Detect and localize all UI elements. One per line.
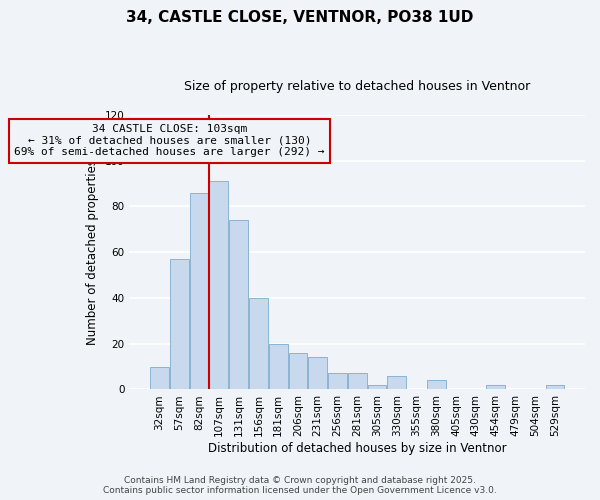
Bar — [545, 385, 564, 390]
Bar — [289, 353, 307, 390]
Title: Size of property relative to detached houses in Ventnor: Size of property relative to detached ho… — [184, 80, 530, 93]
Text: 34, CASTLE CLOSE, VENTNOR, PO38 1UD: 34, CASTLE CLOSE, VENTNOR, PO38 1UD — [127, 10, 473, 25]
Bar — [368, 385, 386, 390]
Bar — [269, 344, 287, 390]
Bar — [308, 358, 327, 390]
Bar — [249, 298, 268, 390]
Text: 34 CASTLE CLOSE: 103sqm
← 31% of detached houses are smaller (130)
69% of semi-d: 34 CASTLE CLOSE: 103sqm ← 31% of detache… — [14, 124, 325, 158]
Bar — [170, 259, 188, 390]
Bar — [328, 374, 347, 390]
Text: Contains HM Land Registry data © Crown copyright and database right 2025.
Contai: Contains HM Land Registry data © Crown c… — [103, 476, 497, 495]
Bar — [229, 220, 248, 390]
Bar — [388, 376, 406, 390]
Bar — [348, 374, 367, 390]
X-axis label: Distribution of detached houses by size in Ventnor: Distribution of detached houses by size … — [208, 442, 506, 455]
Bar — [190, 193, 208, 390]
Bar — [150, 366, 169, 390]
Y-axis label: Number of detached properties: Number of detached properties — [86, 159, 99, 345]
Bar — [486, 385, 505, 390]
Bar — [427, 380, 446, 390]
Bar — [209, 182, 228, 390]
